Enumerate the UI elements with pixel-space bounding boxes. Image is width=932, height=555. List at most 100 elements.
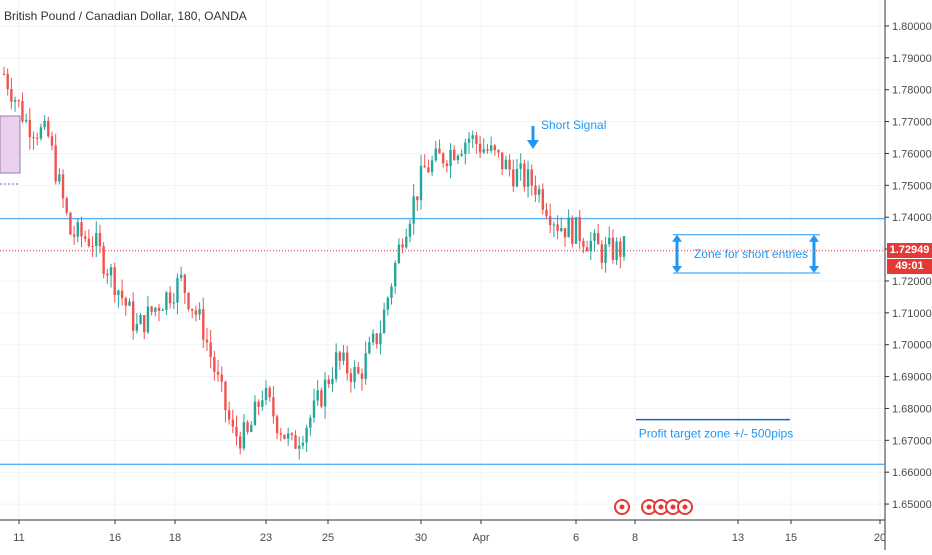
candle-body xyxy=(10,89,13,102)
candle-body xyxy=(390,286,393,298)
candle-body xyxy=(456,155,460,160)
y-tick-label: 1.69000 xyxy=(892,372,932,384)
candle-body xyxy=(283,434,286,439)
candle-body xyxy=(294,435,297,449)
candle-body xyxy=(224,381,227,411)
candle-body xyxy=(72,234,76,237)
candle-body xyxy=(235,426,238,437)
candle-body xyxy=(419,165,423,201)
candle-body xyxy=(191,308,194,311)
y-tick-label: 1.71000 xyxy=(892,308,932,320)
y-tick-label: 1.80000 xyxy=(892,21,932,33)
candle-body xyxy=(523,163,526,187)
candle-body xyxy=(187,292,190,309)
candle-body xyxy=(460,153,463,156)
candle-body xyxy=(449,149,452,167)
candle-body xyxy=(69,212,72,235)
y-tick-label: 1.72000 xyxy=(892,276,932,288)
candle-body xyxy=(13,100,17,102)
candle-body xyxy=(508,159,511,170)
candle-body xyxy=(453,149,456,160)
candle-body xyxy=(430,160,434,173)
candle-body xyxy=(279,433,282,435)
candle-body xyxy=(537,189,541,195)
candle-body xyxy=(552,224,556,226)
candle-body xyxy=(120,290,124,299)
candle-body xyxy=(560,228,563,232)
candle-body xyxy=(50,136,54,146)
candle-body xyxy=(80,222,83,237)
event-marker-dot xyxy=(646,504,652,510)
candle-body xyxy=(21,101,24,122)
candle-body xyxy=(611,237,615,260)
candle-body xyxy=(423,165,426,168)
candle-body xyxy=(305,427,308,443)
candle-body xyxy=(349,373,353,383)
candle-body xyxy=(589,240,592,252)
candle-body xyxy=(323,379,327,407)
candle-body xyxy=(261,400,264,407)
candle-body xyxy=(604,244,607,263)
candle-body xyxy=(438,148,441,154)
candle-body xyxy=(246,422,249,433)
candle-body xyxy=(47,120,50,137)
candle-body xyxy=(290,433,294,436)
x-tick-label: 20 xyxy=(874,532,886,544)
candle-body xyxy=(497,150,500,153)
y-tick-label: 1.66000 xyxy=(892,467,932,479)
candle-body xyxy=(109,267,113,276)
y-tick-label: 1.67000 xyxy=(892,435,932,447)
candle-body xyxy=(157,307,161,311)
candle-body xyxy=(578,217,581,241)
candle-body xyxy=(272,397,275,417)
candle-body xyxy=(371,333,375,343)
candle-body xyxy=(327,379,330,385)
candle-body xyxy=(338,352,342,361)
candle-body xyxy=(165,292,168,310)
candle-body xyxy=(401,244,404,248)
candle-body xyxy=(220,374,223,382)
candle-body xyxy=(91,245,94,247)
candle-body xyxy=(102,246,105,274)
candle-body xyxy=(405,236,408,248)
candle-body xyxy=(482,149,485,153)
candle-body xyxy=(515,168,519,187)
candle-body xyxy=(131,301,135,331)
candle-body xyxy=(357,366,360,374)
candle-body xyxy=(135,324,139,331)
candle-body xyxy=(28,119,32,138)
event-marker-dot xyxy=(658,504,664,510)
y-tick-label: 1.75000 xyxy=(892,180,932,192)
candle-body xyxy=(501,152,504,170)
last-price-badge: 1.72949 xyxy=(887,242,932,258)
candle-body xyxy=(179,274,183,278)
y-tick-label: 1.70000 xyxy=(892,340,932,352)
candle-body xyxy=(95,232,98,247)
candle-body xyxy=(493,145,497,151)
y-tick-label: 1.76000 xyxy=(892,148,932,160)
candle-body xyxy=(168,292,172,304)
candle-body xyxy=(146,306,150,333)
candle-body xyxy=(541,189,545,210)
candle-body xyxy=(563,228,567,238)
candle-body xyxy=(76,222,80,237)
x-tick-label: 23 xyxy=(260,532,272,544)
candle-body xyxy=(342,352,345,361)
candle-body xyxy=(368,342,371,354)
event-marker-dot xyxy=(682,504,688,510)
candle-body xyxy=(574,217,578,244)
candle-body xyxy=(205,339,209,343)
candle-body xyxy=(608,237,611,245)
candle-body xyxy=(257,401,260,407)
candle-body xyxy=(43,120,46,128)
y-tick-label: 1.77000 xyxy=(892,117,932,129)
candle-body xyxy=(331,378,334,385)
candle-body xyxy=(445,163,449,167)
candle-body xyxy=(478,143,482,153)
short-signal-label: Short Signal xyxy=(541,118,606,132)
candle-body xyxy=(65,198,68,213)
y-tick-label: 1.68000 xyxy=(892,403,932,415)
candle-body xyxy=(582,240,585,248)
